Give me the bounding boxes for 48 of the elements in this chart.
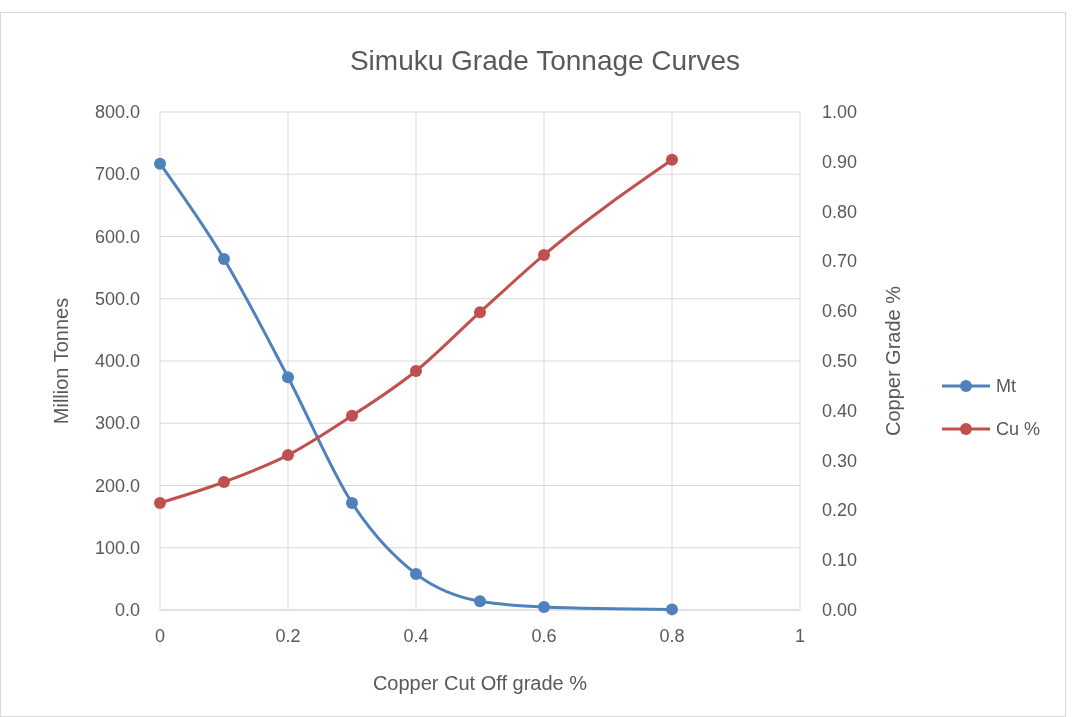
y2-tick-label: 0.00 [822,600,858,620]
point [538,600,550,613]
y2-tick-label: 0.60 [822,301,858,322]
x-tick-label: 0.2 [275,626,301,646]
point [346,496,358,509]
point [474,306,486,319]
point [410,364,422,377]
point [346,409,358,422]
x-tick-label: 0 [154,626,166,646]
y2-axis-title: Copper Grade % [882,285,904,437]
legend-label: Cu % [996,419,1041,439]
point [282,449,294,462]
y-tick-label: 800.0 [94,102,140,122]
y2-tick-label: 0.90 [822,151,858,172]
y2-tick-label: 0.20 [822,500,858,521]
y2-tick-label: 0.80 [822,201,858,222]
point [410,567,422,580]
legend-label: Mt [996,376,1016,396]
x-tick-label: 1 [794,626,806,646]
y2-tick-label: 0.40 [822,400,858,421]
point [154,157,166,170]
y-tick-label: 300.0 [94,413,140,434]
y-tick-label: 100.0 [94,537,140,558]
chart-title: Simuku Grade Tonnage Curves [349,45,741,76]
y2-tick-label: 1.00 [822,102,858,122]
point [538,248,550,261]
x-tick-label: 0.6 [531,626,557,646]
point [218,252,230,265]
y2-tick-label: 0.10 [822,550,858,571]
x-axis-title: Copper Cut Off grade % [372,672,588,694]
y-tick-label: 500.0 [94,288,140,309]
point [218,476,230,489]
y-tick-label: 0.0 [114,600,140,620]
point [666,153,678,166]
point [154,496,166,509]
y-tick-label: 700.0 [94,164,140,185]
y2-tick-label: 0.50 [822,351,858,371]
y2-tick-label: 0.70 [822,251,858,272]
point [666,603,678,616]
point [282,371,294,384]
point [474,595,486,608]
y-tick-label: 400.0 [94,351,140,371]
y-axis-title: Million Tonnes [50,297,72,425]
x-tick-label: 0.4 [403,626,429,646]
y-tick-label: 200.0 [94,475,140,496]
x-tick-label: 0.8 [659,626,685,646]
y2-tick-label: 0.30 [822,450,858,471]
y-tick-label: 600.0 [94,226,140,247]
